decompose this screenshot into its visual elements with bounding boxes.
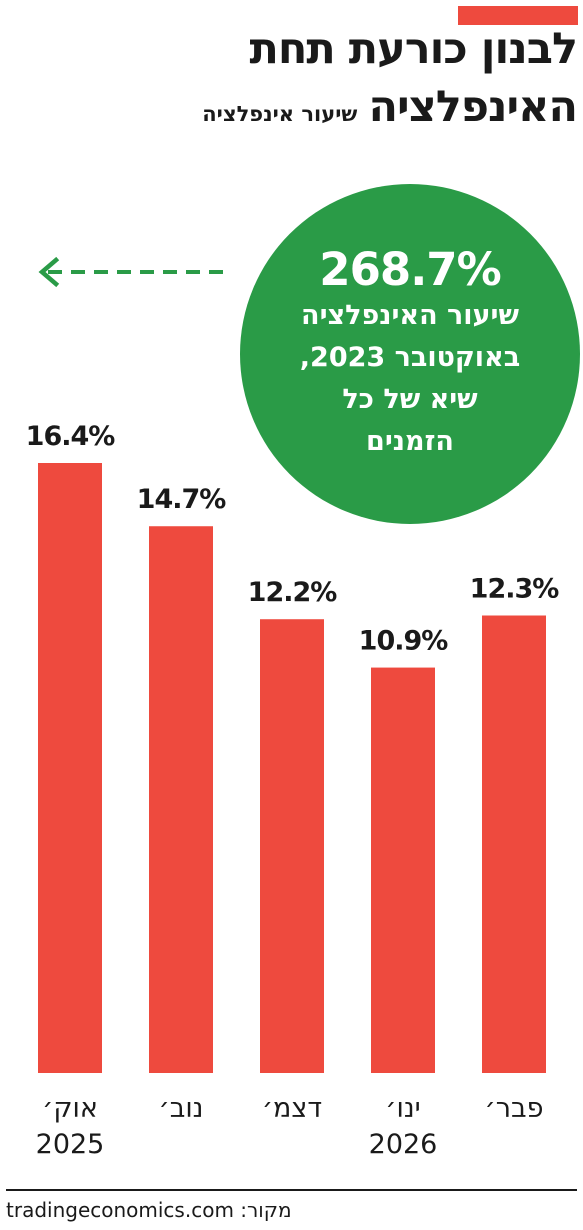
bar-0 bbox=[38, 463, 102, 1073]
category-year-label: 2025 bbox=[36, 1129, 105, 1160]
subtitle-row: האינפלציה שיעור אינפלציה bbox=[7, 82, 578, 132]
bar-value-label: 16.4% bbox=[26, 421, 116, 452]
page-title: לבנון כורעת תחת bbox=[249, 24, 579, 74]
bar-2 bbox=[260, 619, 324, 1073]
bar-value-label: 12.2% bbox=[248, 577, 338, 608]
bar-value-label: 10.9% bbox=[359, 626, 449, 657]
bar-3 bbox=[371, 667, 435, 1073]
source-line: tradingeconomics.com מקור: bbox=[6, 1196, 292, 1224]
bar-1 bbox=[149, 526, 213, 1073]
category-label: פבר׳ bbox=[485, 1093, 544, 1124]
bar-value-label: 14.7% bbox=[137, 484, 227, 515]
chart-subtitle: שיעור אינפלציה bbox=[202, 102, 358, 126]
callout-circle: 268.7% שיעור האינפלציה באוקטובר 2023, שי… bbox=[240, 184, 580, 524]
callout-text-line: באוקטובר 2023, bbox=[299, 342, 521, 373]
footer-divider bbox=[6, 1189, 577, 1191]
page-title-continued: האינפלציה bbox=[368, 82, 578, 132]
callout-value: 268.7% bbox=[319, 243, 501, 296]
bar-4 bbox=[482, 615, 546, 1073]
callout-text-line: הזמנים bbox=[366, 426, 454, 457]
callout-text-line: שיעור האינפלציה bbox=[301, 300, 519, 331]
category-label: ינו׳ bbox=[385, 1093, 420, 1124]
accent-bar bbox=[458, 6, 578, 25]
callout-text-line: שיא של כל bbox=[342, 384, 478, 415]
category-label: דצמ׳ bbox=[262, 1093, 322, 1124]
bar-value-label: 12.3% bbox=[470, 574, 560, 605]
category-label: אוק׳ bbox=[42, 1093, 98, 1124]
category-year-label: 2026 bbox=[369, 1129, 438, 1160]
source-value: tradingeconomics.com bbox=[6, 1198, 234, 1222]
dashed-arrow-left-icon bbox=[38, 256, 232, 288]
source-label: מקור: bbox=[240, 1198, 292, 1222]
bar-chart: 16.4% אוק׳ 2025 14.7% נוב׳ 12.2% דצמ׳ 10.9% ינו׳… bbox=[26, 421, 561, 1160]
category-label: נוב׳ bbox=[159, 1093, 204, 1124]
